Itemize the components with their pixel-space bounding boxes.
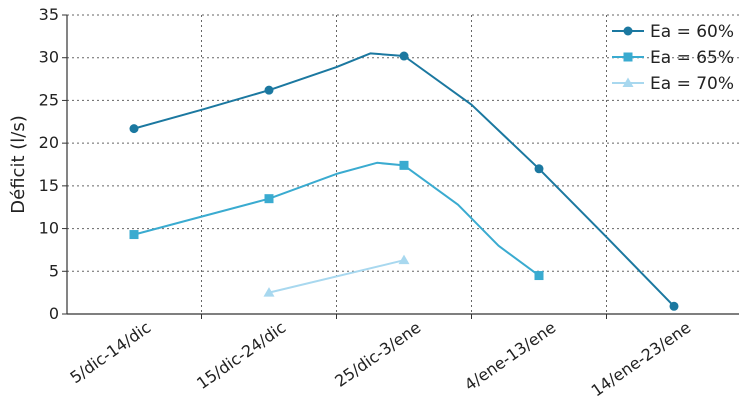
- y-tick-label: 30: [39, 48, 59, 67]
- legend-label: Ea = 60%: [650, 22, 734, 42]
- legend-marker: [623, 26, 633, 36]
- x-tick-label: 5/dic-14/dic: [66, 318, 154, 387]
- data-point-series-1: [399, 51, 409, 61]
- data-point-series-1: [264, 85, 274, 95]
- series-line-1: [133, 52, 675, 308]
- data-point-series-3: [263, 287, 275, 297]
- y-tick-label: 35: [39, 5, 59, 24]
- legend-label: Ea = 70%: [650, 74, 734, 94]
- y-tick-label: 10: [39, 219, 59, 238]
- y-tick-label: 25: [39, 90, 59, 109]
- y-tick-label: 0: [49, 304, 59, 323]
- data-point-series-1: [669, 301, 679, 311]
- y-tick-label: 5: [49, 261, 59, 280]
- x-tick-label: 14/ene-23/ene: [588, 318, 695, 401]
- series-line-2: [133, 161, 540, 277]
- data-point-series-1: [534, 164, 544, 174]
- data-point-series-3: [398, 254, 410, 265]
- y-tick-label: 20: [39, 133, 59, 152]
- y-tick-label: 15: [39, 176, 59, 195]
- x-tick-label: 4/ene-13/ene: [461, 318, 559, 395]
- data-point-series-1: [129, 124, 139, 134]
- data-point-series-2: [129, 230, 139, 240]
- legend-marker: [623, 52, 633, 62]
- data-point-series-2: [534, 271, 544, 281]
- data-point-series-2: [264, 194, 274, 204]
- y-axis-title: Déficit (l/s): [8, 115, 29, 213]
- data-point-series-2: [399, 160, 409, 170]
- legend-marker: [622, 77, 634, 87]
- x-tick-label: 15/dic-24/dic: [193, 318, 289, 393]
- series-line-3: [268, 259, 405, 294]
- x-tick-label: 25/dic-3/ene: [331, 318, 424, 391]
- legend-label: Ea = 65%: [650, 48, 734, 68]
